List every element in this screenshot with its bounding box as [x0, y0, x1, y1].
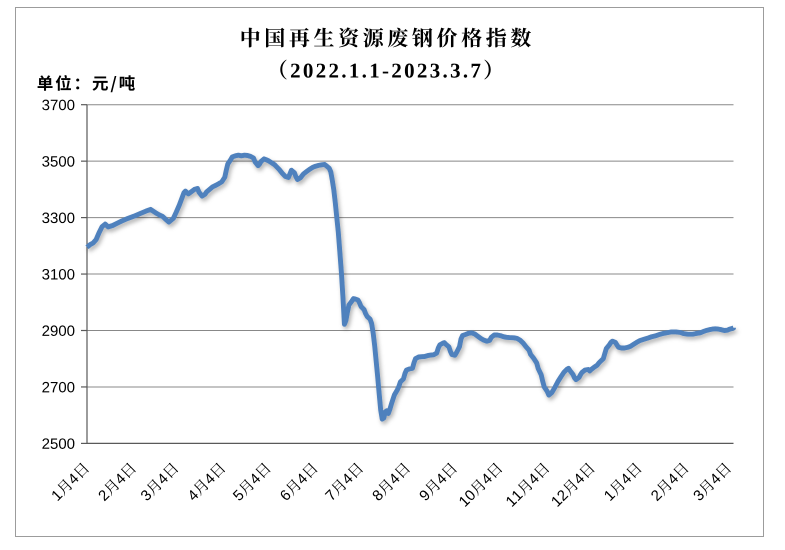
x-tick-label-2022-01-04	[52, 462, 89, 502]
x-tick-label-2023-01-04	[604, 462, 642, 502]
x-tick-label-2022-06-04	[280, 462, 318, 500]
y-gridlines	[87, 104, 734, 388]
chart-border	[15, 7, 764, 537]
y-tick-label-3100	[42, 268, 75, 280]
y-tick-label-2900	[42, 325, 75, 337]
x-tick-label-2022-04-04	[189, 462, 226, 500]
y-tick-label-3300	[42, 212, 75, 224]
x-tick-label-2022-09-04	[419, 462, 457, 501]
y-tick-label-3500	[42, 156, 75, 167]
x-tick-label-2022-03-04	[141, 462, 179, 501]
x-axis-labels	[52, 462, 731, 507]
x-tick-label-2022-12-04	[552, 462, 595, 507]
y-axis-labels	[42, 99, 75, 449]
chart-subtitle	[280, 59, 491, 80]
y-tick-label-2700	[42, 381, 75, 393]
x-tick-label-2022-05-04	[232, 462, 271, 501]
price-line	[85, 152, 736, 422]
x-tick-label-2022-08-04	[372, 462, 410, 501]
unit-label	[37, 75, 135, 93]
x-tick-label-2023-03-04	[693, 462, 731, 501]
x-tick-label-2023-02-04	[651, 462, 689, 502]
chart-title	[241, 27, 532, 48]
y-tick-label-3700	[42, 99, 75, 111]
y-tick-label-2500	[42, 438, 75, 449]
x-tick-label-2022-10-04	[459, 462, 503, 507]
x-tick-label-2022-02-04	[98, 462, 136, 502]
x-tick-label-2022-11-04	[506, 462, 550, 507]
x-tick-label-2022-07-04	[324, 462, 363, 500]
y-tick-marks	[81, 104, 87, 444]
